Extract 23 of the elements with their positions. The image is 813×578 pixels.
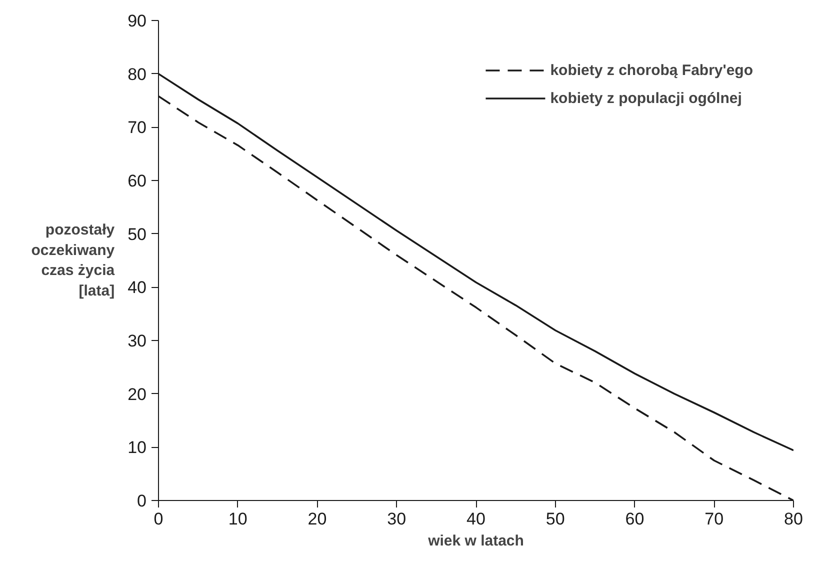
x-tick-label: 30 [387, 510, 406, 528]
y-tick-label: 70 [128, 118, 147, 138]
y-tick-label: 10 [128, 438, 147, 458]
x-tick-label: 60 [625, 510, 644, 528]
x-tick-label: 0 [154, 510, 164, 528]
y-tick-label: 90 [128, 12, 147, 30]
y-tick-label: 60 [128, 172, 147, 190]
x-tick-label: 80 [784, 510, 803, 528]
y-tick-label: 40 [128, 278, 147, 298]
y-axis-title: pozostały oczekiwany czas życia [lata] [31, 221, 116, 300]
y-tick-label: 50 [128, 224, 147, 244]
y-tick-label: 80 [128, 64, 147, 84]
y-tick-label: 20 [128, 384, 147, 404]
x-tick-label: 50 [546, 510, 565, 528]
legend-label: kobiety z chorobą Fabry'ego [550, 62, 753, 78]
x-tick-label: 10 [228, 510, 248, 528]
x-tick-label: 70 [704, 510, 724, 528]
y-tick-label: 30 [128, 332, 147, 350]
x-tick-label: 20 [308, 510, 327, 528]
x-axis-title: wiek w latach [427, 532, 524, 550]
y-tick-label: 0 [137, 492, 147, 510]
x-tick-label: 40 [466, 510, 486, 528]
legend-label: kobiety z populacji ogólnej [550, 90, 742, 106]
